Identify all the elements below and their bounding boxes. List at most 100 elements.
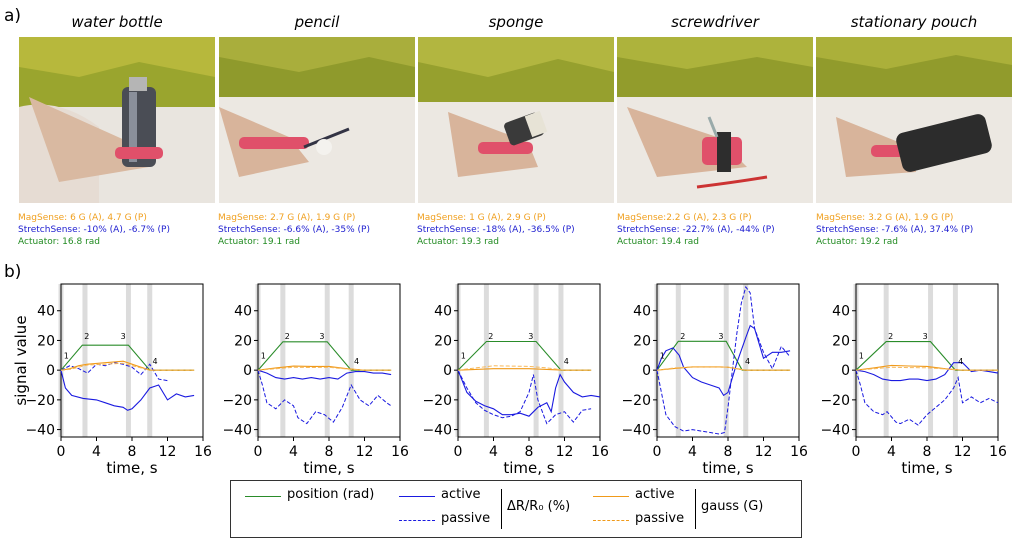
y-tick-label: −20 [25,393,55,409]
magsense-text: MagSense:2.2 G (A), 2.3 G (P) [617,213,752,223]
photo-water-bottle [19,37,215,203]
x-tick-label: 16 [591,444,609,460]
x-tick-label: 0 [454,444,463,460]
object-title-screwdriver: screwdriver [671,13,759,31]
magsense-text: MagSense: 1 G (A), 2.9 G (P) [417,213,546,223]
x-tick-label: 12 [954,444,972,460]
phase-label: 3 [319,332,324,341]
y-tick-label: 0 [46,363,55,379]
x-axis-label: time, s [303,459,354,477]
series-line-1 [855,362,999,382]
x-axis-label: time, s [702,459,753,477]
phase-label: 2 [285,332,290,341]
legend-gauss-active-line [593,496,629,497]
series-line-2 [457,369,592,425]
photo-pencil [219,37,415,203]
stretchsense-text: StretchSense: -6.6% (A), -35% (P) [218,225,370,235]
photo-sponge [418,37,614,203]
phase-label: 3 [923,332,928,341]
y-tick-label: 20 [234,333,252,349]
x-tick-label: 4 [92,444,101,460]
legend-resistance-label: ΔR/R₀ (%) [507,499,571,514]
phase-label: 1 [64,351,69,360]
panel-b-label: b) [4,262,22,282]
y-tick-label: 40 [633,304,651,320]
phase-band [348,284,354,437]
phase-band [324,284,330,437]
series-line-3 [855,364,998,371]
y-tick-label: 40 [37,304,55,320]
y-tick-label: −40 [422,423,452,439]
legend-active-line [399,496,435,497]
series-line-1 [656,324,791,397]
y-tick-label: 20 [434,333,452,349]
object-title-pencil: pencil [294,13,340,31]
y-tick-label: 20 [633,333,651,349]
y-tick-label: −20 [222,393,252,409]
phase-label: 1 [660,351,665,360]
x-tick-label: 12 [356,444,374,460]
object-title-water-bottle: water bottle [71,13,163,31]
magsense-text: MagSense: 2.7 G (A), 1.9 G (P) [218,213,356,223]
actuator-text: Actuator: 19.2 rad [816,237,898,247]
metrics-water-bottle: MagSense: 6 G (A), 4.7 G (P) StretchSens… [18,212,218,248]
series-line-2 [855,370,999,426]
object-title-sponge: sponge [488,13,544,31]
legend-position-label: position (rad) [287,487,375,502]
series-line-4 [855,366,998,371]
x-tick-label: 0 [653,444,662,460]
x-tick-label: 12 [159,444,177,460]
x-tick-label: 8 [525,444,534,460]
y-tick-label: −20 [422,393,452,409]
stretchsense-text: StretchSense: -7.6% (A), 37.4% (P) [816,225,974,235]
legend-passive-label: passive [441,511,491,526]
y-tick-label: −40 [222,423,252,439]
phase-label: 4 [958,357,963,366]
series-line-4 [656,366,791,371]
actuator-text: Actuator: 19.3 rad [417,237,499,247]
phase-label: 4 [354,357,359,366]
y-tick-label: 20 [37,333,55,349]
stretchsense-text: StretchSense: -22.7% (A), -44% (P) [617,225,775,235]
y-tick-label: −40 [25,423,55,439]
x-tick-label: 0 [254,444,263,460]
stretchsense-text: StretchSense: -18% (A), -36.5% (P) [417,225,575,235]
series-line-2 [60,362,168,382]
series-line-4 [257,366,392,371]
actuator-text: Actuator: 16.8 rad [18,237,100,247]
series-line-1 [457,369,601,417]
phase-label: 2 [680,332,685,341]
legend: position (rad) active passive ΔR/R₀ (%) … [230,480,802,538]
phase-band [125,284,131,437]
phase-label: 3 [121,332,126,341]
x-tick-label: 8 [325,444,334,460]
x-tick-label: 4 [489,444,498,460]
y-tick-label: −40 [621,423,651,439]
photo-stationary-pouch [816,37,1012,203]
y-tick-label: 40 [234,304,252,320]
x-axis-label: time, s [106,459,157,477]
phase-label: 2 [888,332,893,341]
actuator-text: Actuator: 19.1 rad [218,237,300,247]
phase-label: 4 [745,357,750,366]
phase-label: 3 [528,332,533,341]
x-axis-label: time, s [503,459,554,477]
metrics-stationary-pouch: MagSense: 3.2 G (A), 1.9 G (P) StretchSe… [816,212,1016,248]
phase-label: 1 [859,351,864,360]
y-tick-label: 20 [832,333,850,349]
phase-band [883,284,889,437]
y-tick-label: 0 [642,363,651,379]
phase-band [533,284,539,437]
x-tick-label: 12 [556,444,574,460]
series-line-2 [257,370,392,425]
phase-band [147,284,153,437]
phase-band [743,284,749,437]
legend-gauss-passive-label: passive [635,511,685,526]
y-tick-label: 0 [841,363,850,379]
phase-band [483,284,489,437]
phase-band [928,284,934,437]
x-tick-label: 0 [852,444,861,460]
x-tick-label: 8 [128,444,137,460]
phase-band [952,284,958,437]
